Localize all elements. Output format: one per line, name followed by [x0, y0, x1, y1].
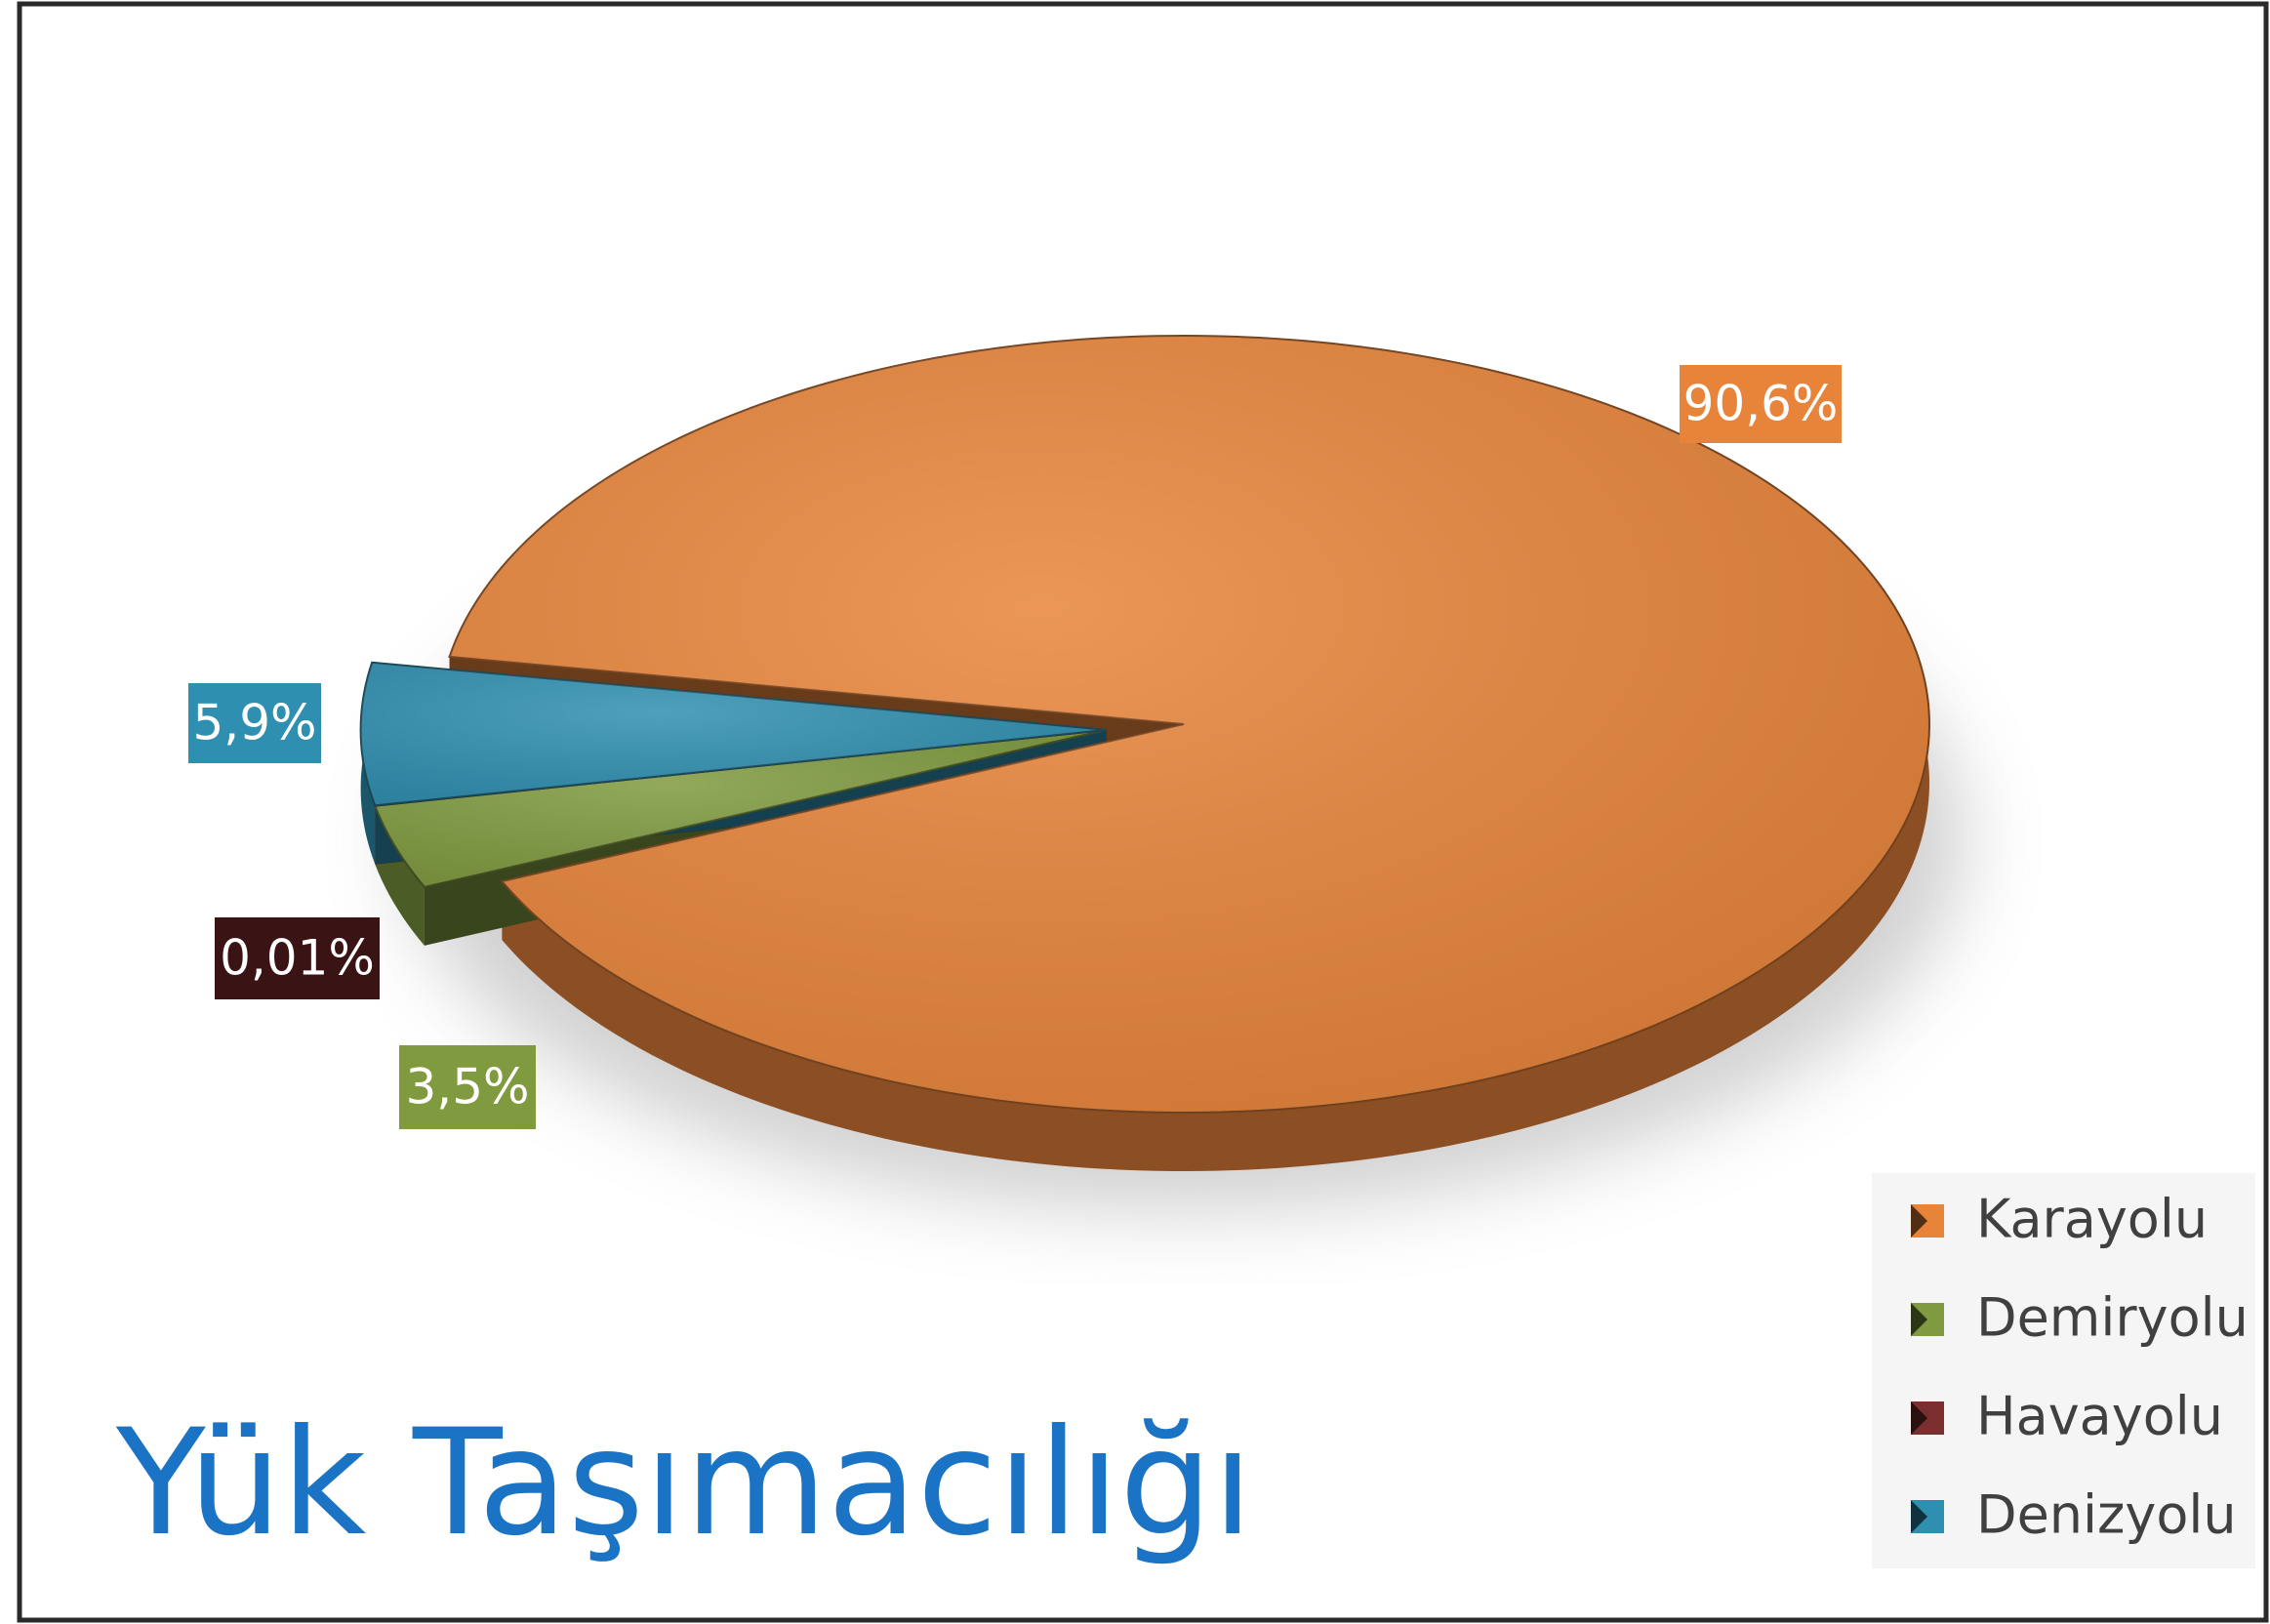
legend-label: Havayolu [1976, 1386, 2223, 1447]
chart-title: Yük Taşımacılığı [115, 1399, 1253, 1568]
legend: Karayolu Demiryolu Havayolu Denizyolu [1911, 1189, 2249, 1546]
legend-marker-shade [1911, 1401, 1927, 1435]
data-label: 0,01% [220, 930, 375, 987]
data-label-box [399, 1045, 536, 1129]
data-label-box [1680, 365, 1842, 443]
slice-shade [375, 729, 1107, 887]
slice-shade [360, 662, 1107, 806]
data-label: 5,9% [192, 695, 316, 751]
data-label-box [188, 683, 321, 763]
data-labels: 90,6% 3,5% 0,01% 5,9% [188, 365, 1842, 1129]
legend-label: Karayolu [1976, 1189, 2208, 1250]
legend-label: Denizyolu [1976, 1484, 2237, 1546]
legend-marker-shade [1911, 1204, 1927, 1238]
slice-shade [449, 336, 1929, 1113]
pie [359, 335, 1930, 1171]
data-label: 90,6% [1683, 376, 1839, 432]
data-label: 3,5% [405, 1059, 529, 1116]
data-label-box [215, 917, 380, 999]
legend-label: Demiryolu [1976, 1287, 2249, 1349]
legend-marker-shade [1911, 1500, 1927, 1533]
legend-marker-shade [1911, 1303, 1927, 1336]
